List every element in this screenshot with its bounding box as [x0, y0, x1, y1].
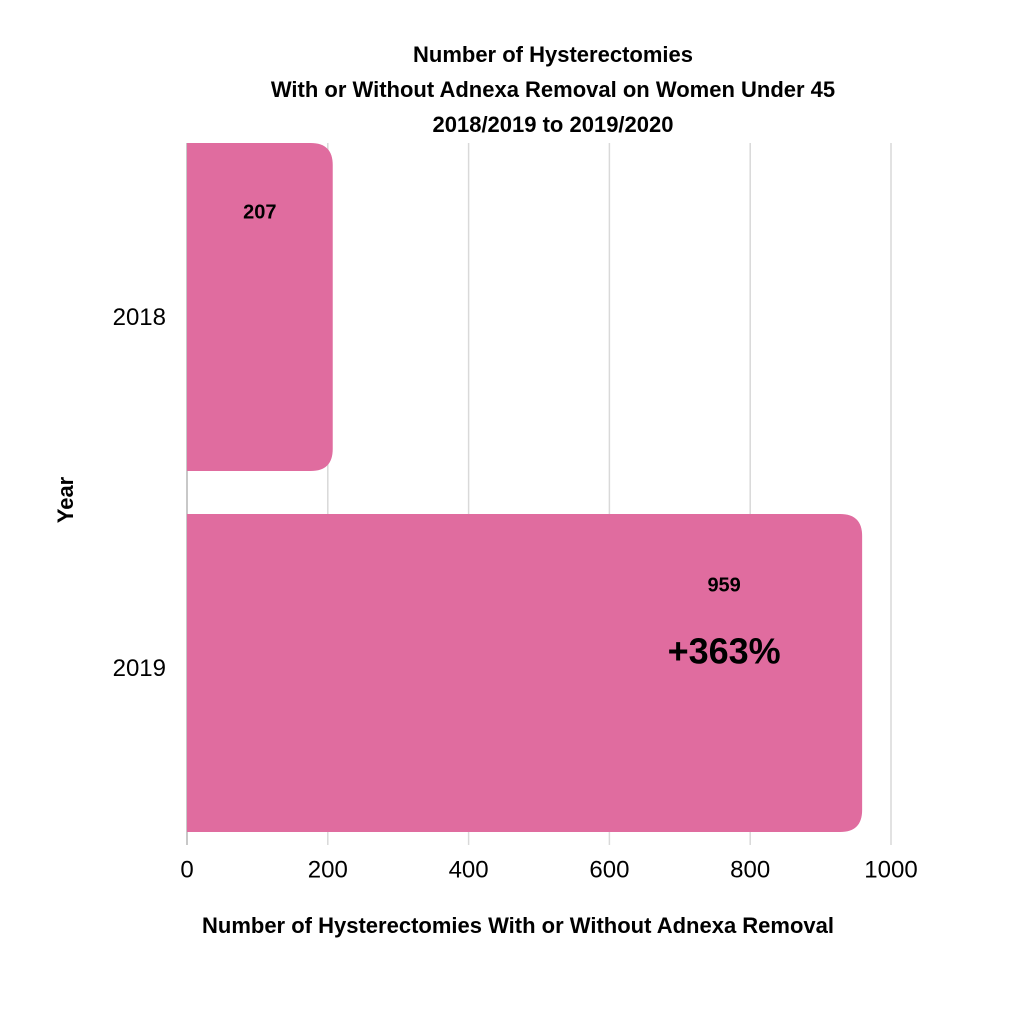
x-tick-label: 400	[449, 856, 489, 883]
x-tick-label: 1000	[864, 856, 917, 883]
x-axis-title: Number of Hysterectomies With or Without…	[202, 913, 834, 938]
value-label: 207	[243, 201, 276, 223]
annotation: +363%	[668, 631, 781, 672]
bar	[187, 514, 863, 832]
x-tick-label: 0	[180, 856, 193, 883]
y-axis-title: Year	[53, 476, 78, 523]
chart-title: 2018/2019 to 2019/2020	[433, 112, 674, 137]
y-tick-label: 2018	[113, 304, 166, 331]
y-tick-label: 2019	[113, 655, 166, 682]
value-label: 959	[707, 574, 740, 596]
x-tick-label: 200	[308, 856, 348, 883]
chart-title: Number of Hysterectomies	[413, 42, 693, 67]
bar	[187, 143, 333, 471]
x-tick-label: 600	[589, 856, 629, 883]
x-tick-label: 800	[730, 856, 770, 883]
chart-title: With or Without Adnexa Removal on Women …	[271, 77, 835, 102]
